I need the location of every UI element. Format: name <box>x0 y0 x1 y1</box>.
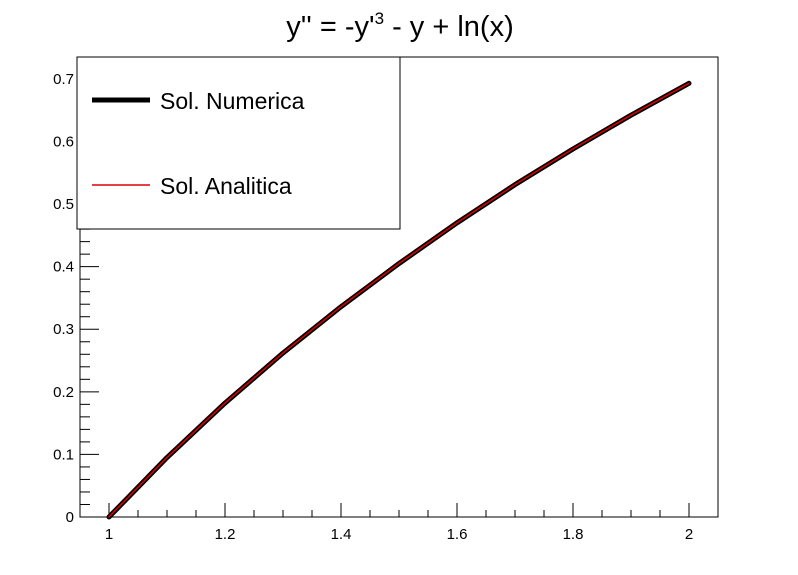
x-tick-label: 1.4 <box>331 526 352 543</box>
x-tick-label: 1.2 <box>215 526 236 543</box>
chart-title-suffix: - y + ln(x) <box>384 11 514 43</box>
y-tick-label: 0.1 <box>53 446 74 463</box>
chart-title-prefix: y'' = -y' <box>286 11 374 43</box>
legend-box <box>77 57 400 229</box>
y-tick-label: 0.7 <box>53 71 74 88</box>
x-tick-label: 1.6 <box>447 526 468 543</box>
x-tick-label: 1 <box>105 526 113 543</box>
x-tick-label: 1.8 <box>563 526 584 543</box>
x-tick-label: 2 <box>685 526 693 543</box>
y-tick-label: 0.3 <box>53 321 74 338</box>
chart-title: y'' = -y'3 - y + ln(x) <box>286 9 514 43</box>
y-tick-label: 0 <box>66 509 74 526</box>
chart-title-superscript: 3 <box>375 9 384 28</box>
y-tick-label: 0.5 <box>53 196 74 213</box>
x-axis: 1 1.2 1.4 1.6 1.8 2 <box>80 503 718 543</box>
y-tick-label: 0.4 <box>53 259 74 276</box>
y-tick-label: 0.2 <box>53 384 74 401</box>
y-tick-label: 0.6 <box>53 133 74 150</box>
legend: Sol. Numerica Sol. Analitica <box>77 57 400 229</box>
legend-label-analitica: Sol. Analitica <box>160 173 292 199</box>
legend-label-numerica: Sol. Numerica <box>160 88 305 114</box>
